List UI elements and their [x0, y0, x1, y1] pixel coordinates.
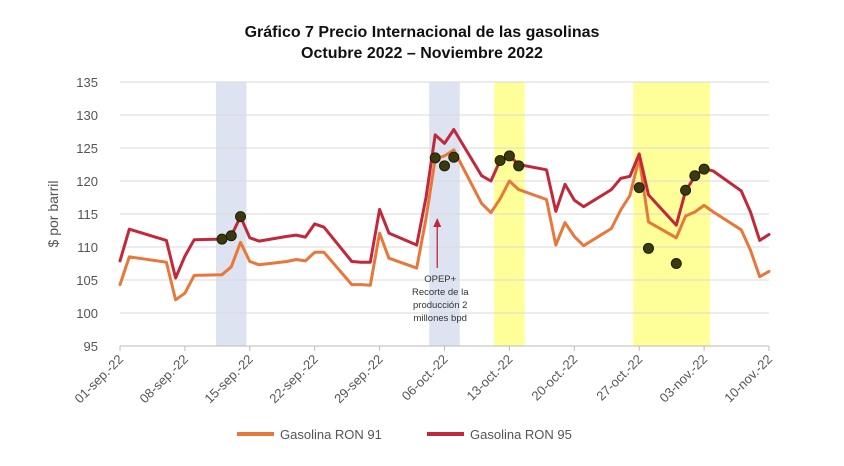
annotation-text: producción 2 [413, 300, 467, 311]
y-tick-label: 115 [77, 207, 98, 222]
y-axis-label: $ por barril [45, 181, 61, 248]
x-tick-label: 10-nov.-22 [721, 352, 775, 406]
x-tick-label: 29-sep.-22 [331, 352, 386, 407]
highlight-dot [680, 184, 692, 196]
x-tick-label: 27-oct.-22 [593, 352, 645, 404]
x-tick-label: 08-sep.-22 [136, 352, 191, 407]
highlight-dot [439, 160, 450, 172]
y-axis-ticks: 95 100 105 110 115 120 125 130 135 [76, 75, 98, 354]
highlight-dot [698, 163, 710, 175]
y-tick-label: 105 [76, 273, 98, 288]
highlight-dot [494, 155, 506, 167]
series-line-ron91 [118, 148, 771, 302]
x-tick-label: 20-oct.-22 [528, 352, 580, 404]
y-tick-label: 120 [76, 174, 98, 189]
x-tick-label: 13-oct.-22 [464, 352, 516, 404]
annotation-arrowhead [433, 218, 442, 227]
highlight-dot [216, 233, 228, 245]
chart-subtitle: Octubre 2022 – Noviembre 2022 [301, 45, 543, 62]
highlight-dot [642, 242, 654, 254]
x-tick-label: 03-nov.-22 [656, 352, 710, 406]
x-tick-label: 06-oct.-22 [399, 352, 451, 404]
highlight-dot [429, 152, 441, 164]
chart-title: Gráfico 7 Precio Internacional de las ga… [244, 24, 600, 41]
highlight-dot [633, 182, 645, 194]
highlight-markers [216, 150, 710, 269]
y-tick-label: 100 [76, 306, 98, 321]
y-tick-label: 125 [76, 141, 98, 156]
highlight-dot [235, 211, 247, 223]
highlight-dot [503, 150, 515, 162]
x-tick-label: 22-sep.-22 [266, 352, 321, 407]
annotation-text: millones bpd [414, 313, 467, 324]
legend: Gasolina RON 91 Gasolina RON 95 [237, 427, 572, 442]
annotation-text: Recorte de la [412, 287, 469, 298]
annotation-text: OPEP+ [424, 274, 456, 285]
highlight-dot [513, 160, 525, 172]
legend-label: Gasolina RON 91 [280, 427, 382, 442]
highlight-dot [670, 258, 682, 269]
y-tick-label: 130 [76, 108, 98, 123]
highlight-dot [448, 151, 460, 163]
highlight-dot [225, 230, 237, 242]
opec-annotation: OPEP+ Recorte de la producción 2 millones b… [412, 218, 469, 324]
highlight-dot [689, 170, 701, 182]
y-tick-label: 110 [77, 240, 98, 255]
x-axis-ticks: 01-sep.-22 08-sep.-22 15-sep.-22 22-sep.-22… [72, 346, 775, 407]
legend-label: Gasolina RON 95 [470, 427, 572, 442]
y-tick-label: 135 [76, 75, 98, 90]
y-tick-label: 95 [84, 339, 98, 354]
y-gridlines [120, 81, 769, 314]
x-tick-label: 15-sep.-22 [201, 352, 256, 407]
x-tick-label: 01-sep.-22 [72, 352, 127, 407]
